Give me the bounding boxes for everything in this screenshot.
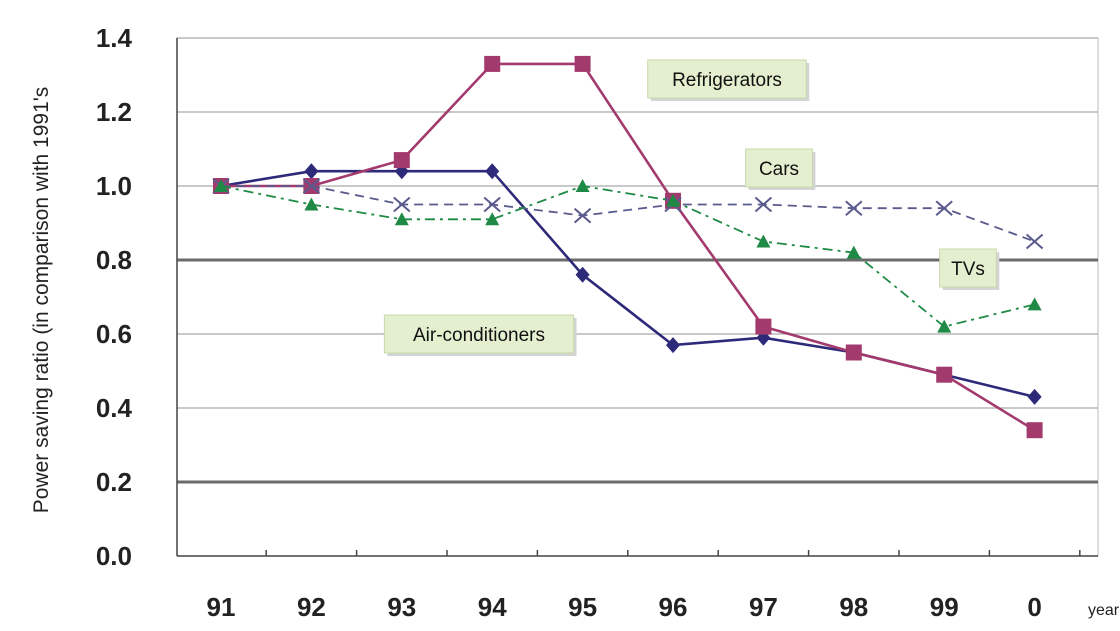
data-point-refrigerators (574, 55, 591, 72)
gridlines (176, 37, 1099, 557)
callout-label: Cars (759, 159, 799, 180)
callout-box (939, 248, 997, 288)
callout-refrigerators: Refrigerators (647, 59, 810, 101)
data-point-cars (483, 196, 501, 213)
data-point-air-conditioners (666, 337, 680, 354)
data-point-tvs (937, 319, 952, 333)
callout-box (745, 148, 813, 188)
callout-box (383, 314, 575, 354)
callouts: Refrigerators Cars TVs Air-conditioners (383, 59, 1000, 356)
series-layer (212, 55, 1044, 439)
x-tick-label: 97 (749, 592, 778, 622)
data-point-refrigerators (1026, 422, 1043, 439)
data-point-tvs (756, 234, 771, 248)
axes (176, 38, 1098, 557)
x-tick-labels: 91 92 93 94 95 96 97 98 99 0 (207, 592, 1042, 622)
data-point-refrigerators (393, 152, 410, 169)
callout-box (647, 59, 807, 99)
y-tick-label: 0.6 (96, 319, 132, 349)
series-line-refrigerators (221, 62, 1036, 432)
callout-air-conditioners: Air-conditioners (383, 314, 577, 356)
y-tick-label: 0.2 (96, 467, 132, 497)
data-point-cars (393, 196, 411, 213)
callout-cars: Cars (745, 148, 816, 190)
y-tick-label: 0.4 (96, 393, 133, 423)
data-point-tvs (485, 212, 500, 226)
data-point-air-conditioners (575, 266, 590, 283)
y-tick-labels: 0.0 0.2 0.4 0.6 0.8 1.0 1.2 1.4 (96, 23, 133, 571)
series-line-tvs (220, 185, 1035, 328)
x-tick-label: 0 (1027, 592, 1041, 622)
data-point-tvs (846, 245, 861, 259)
x-tick-label: 93 (387, 592, 416, 622)
data-point-cars (845, 200, 863, 216)
callout-label: Refrigerators (672, 70, 782, 91)
data-point-tvs (214, 179, 228, 192)
x-tick-label: 98 (839, 592, 868, 622)
x-tick-label: 95 (568, 592, 597, 622)
data-point-tvs (394, 212, 409, 226)
y-axis-label: Power saving ratio (in comparison with 1… (30, 87, 53, 514)
data-point-cars (302, 178, 321, 194)
data-point-refrigerators (936, 366, 953, 383)
data-point-cars (573, 207, 592, 224)
x-axis-unit-label: year (1088, 602, 1120, 619)
series-tvs (214, 179, 1042, 333)
data-point-tvs (304, 197, 319, 211)
callout-label: TVs (951, 259, 985, 280)
data-point-cars (1025, 233, 1044, 250)
callout-label: Air-conditioners (413, 325, 545, 346)
y-tick-label: 1.4 (96, 23, 133, 53)
y-tick-label: 0.8 (96, 245, 132, 275)
data-point-refrigerators (755, 318, 772, 335)
data-point-tvs (1027, 297, 1042, 311)
data-point-cars (754, 196, 773, 213)
plot-area (176, 37, 1099, 557)
x-tick-label: 99 (930, 592, 959, 622)
data-point-refrigerators (845, 344, 862, 361)
data-point-tvs (575, 179, 590, 192)
data-point-tvs (666, 193, 680, 207)
data-point-air-conditioners (485, 163, 500, 180)
x-tick-label: 94 (478, 592, 507, 622)
y-tick-label: 0.0 (96, 541, 132, 571)
data-point-air-conditioners (304, 163, 319, 180)
y-tick-label: 1.2 (96, 97, 132, 127)
callout-tvs: TVs (939, 248, 1000, 290)
series-line-cars (221, 185, 1035, 243)
x-tick-label: 92 (297, 592, 326, 622)
data-point-cars (935, 200, 953, 216)
x-tick-label: 91 (207, 592, 236, 622)
y-tick-label: 1.0 (96, 171, 132, 201)
data-point-air-conditioners (1027, 388, 1042, 405)
x-tick-label: 96 (659, 592, 688, 622)
data-point-refrigerators (484, 55, 501, 72)
